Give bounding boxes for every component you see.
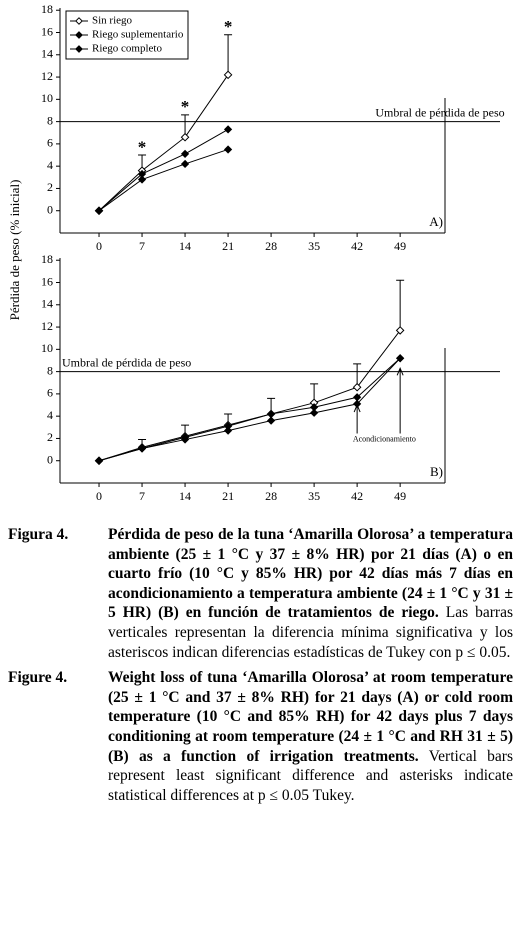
x-tick-label: 0 xyxy=(96,239,102,253)
y-tick-label: 12 xyxy=(41,69,53,83)
legend-label: Sin riego xyxy=(92,15,133,27)
caption-bold: Weight loss of tuna ‘Amarilla Olorosa’ a… xyxy=(108,669,513,765)
x-axis-label: Días en almacenamiento xyxy=(199,510,327,512)
x-tick-label: 35 xyxy=(308,489,320,503)
panel-label: A) xyxy=(429,214,443,229)
x-tick-label: 14 xyxy=(179,239,191,253)
y-tick-label: 14 xyxy=(41,297,53,311)
y-tick-label: 4 xyxy=(47,408,53,422)
annotation-arrow xyxy=(353,403,361,434)
series-line xyxy=(98,148,229,212)
marker xyxy=(223,125,233,134)
y-tick-label: 8 xyxy=(47,113,53,127)
y-tick-label: 18 xyxy=(41,252,53,266)
annotation: * xyxy=(138,137,147,156)
marker xyxy=(309,408,319,417)
marker xyxy=(266,409,276,419)
marker xyxy=(180,132,190,142)
caption-text: Las barras verticales representan la dif… xyxy=(108,604,513,661)
x-tick-label: 21 xyxy=(222,239,234,253)
y-tick-label: 2 xyxy=(47,430,53,444)
spacer xyxy=(0,517,520,525)
marker xyxy=(94,206,104,215)
x-tick-label: 35 xyxy=(308,239,320,253)
series-line xyxy=(98,128,229,212)
marker xyxy=(137,175,147,184)
x-tick-label: 14 xyxy=(179,489,191,503)
marker xyxy=(223,70,233,80)
x-tick-label: 7 xyxy=(139,489,145,503)
marker xyxy=(137,444,147,453)
y-tick-label: 12 xyxy=(41,319,53,333)
annotation-arrow xyxy=(396,367,404,434)
legend-marker xyxy=(75,31,83,39)
caption-es: Figura 4. Pérdida de peso de la tuna ‘Am… xyxy=(8,525,513,662)
caption-body: Weight loss of tuna ‘Amarilla Olorosa’ a… xyxy=(108,668,513,805)
x-tick-label: 42 xyxy=(351,489,363,503)
y-tick-label: 2 xyxy=(47,180,53,194)
threshold-label: Umbral de pérdida de peso xyxy=(62,355,191,369)
y-tick-label: 6 xyxy=(47,136,53,150)
marker xyxy=(352,382,362,392)
annotation: * xyxy=(224,17,233,36)
y-tick-label: 16 xyxy=(41,274,53,288)
y-tick-label: 14 xyxy=(41,47,53,61)
series-line xyxy=(98,330,401,462)
marker xyxy=(180,435,190,444)
y-tick-label: 8 xyxy=(47,363,53,377)
x-tick-label: 21 xyxy=(222,489,234,503)
x-tick-label: 49 xyxy=(394,239,406,253)
legend-marker xyxy=(75,17,83,25)
caption-label: Figura 4. xyxy=(8,526,69,543)
x-tick-label: 28 xyxy=(265,239,277,253)
y-tick-label: 0 xyxy=(47,202,53,216)
panel-label: B) xyxy=(430,464,443,479)
x-tick-label: 42 xyxy=(351,239,363,253)
marker xyxy=(223,426,233,435)
legend-label: Riego suplementario xyxy=(92,29,184,41)
caption-en: Figure 4. Weight loss of tuna ‘Amarilla … xyxy=(8,668,513,805)
y-tick-label: 16 xyxy=(41,24,53,38)
x-tick-label: 0 xyxy=(96,489,102,503)
error-bar xyxy=(224,34,233,75)
marker xyxy=(223,145,233,154)
caption-bold: Pérdida de peso de la tuna ‘Amarilla Olo… xyxy=(108,526,513,622)
legend-label: Riego completo xyxy=(92,43,162,55)
caption-text: Vertical bars represent least significan… xyxy=(108,747,513,804)
x-tick-label: 28 xyxy=(265,489,277,503)
annotation: * xyxy=(181,97,190,116)
marker xyxy=(396,354,405,363)
x-tick-label: 49 xyxy=(394,489,406,503)
annotation: Acondicionamiento xyxy=(353,434,416,443)
series-line xyxy=(98,74,229,212)
marker xyxy=(180,159,190,169)
marker xyxy=(395,326,405,335)
caption-body: Pérdida de peso de la tuna ‘Amarilla Olo… xyxy=(108,525,513,662)
marker xyxy=(94,456,104,465)
x-tick-label: 7 xyxy=(139,239,145,253)
y-tick-label: 0 xyxy=(47,452,53,466)
series-line xyxy=(98,357,401,462)
marker xyxy=(180,149,190,159)
error-bar xyxy=(396,279,405,331)
y-axis-label: Pérdida de peso (% inicial) xyxy=(7,180,22,321)
legend-marker xyxy=(75,45,83,53)
caption-label: Figure 4. xyxy=(8,669,68,687)
y-tick-label: 18 xyxy=(41,2,53,16)
y-tick-label: 4 xyxy=(47,158,53,172)
y-tick-label: 6 xyxy=(47,386,53,400)
y-tick-label: 10 xyxy=(41,341,53,355)
y-tick-label: 10 xyxy=(41,91,53,105)
figure: Pérdida de peso (% inicial) 0 2 4 6 8 10 12 14 1… xyxy=(7,2,505,525)
marker xyxy=(266,416,276,425)
threshold-label: Umbral de pérdida de peso xyxy=(375,105,504,119)
